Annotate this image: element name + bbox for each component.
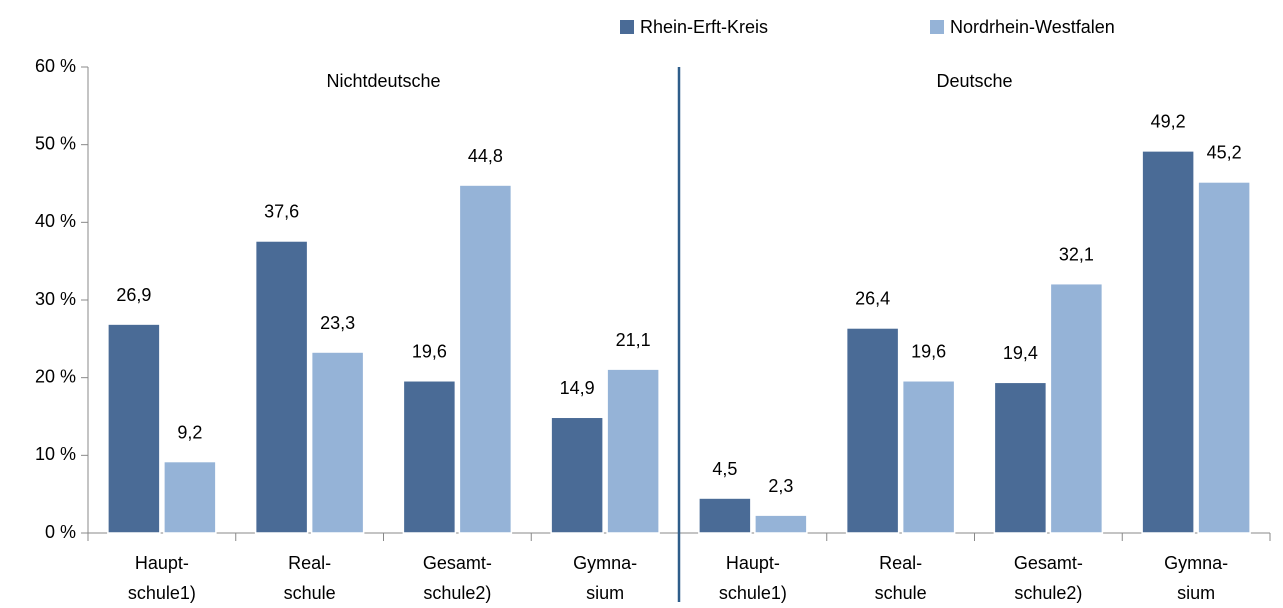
bar	[402, 380, 457, 534]
x-tick-label: Haupt-	[726, 553, 780, 573]
bar	[550, 416, 604, 534]
x-tick-label: schule2)	[423, 583, 491, 603]
value-label: 19,4	[1003, 343, 1038, 363]
x-tick-label: Gymna-	[573, 553, 637, 573]
x-tick-label: Real-	[288, 553, 331, 573]
bar	[1141, 150, 1195, 534]
bar	[310, 351, 365, 534]
x-tick-label: sium	[1177, 583, 1215, 603]
value-label: 9,2	[177, 422, 202, 442]
bar	[754, 514, 808, 534]
y-tick-label: 10 %	[35, 444, 76, 464]
x-tick-label: Real-	[879, 553, 922, 573]
group-label: Deutsche	[936, 71, 1012, 91]
value-label: 49,2	[1151, 112, 1186, 132]
value-label: 32,1	[1059, 244, 1094, 264]
bar	[458, 184, 513, 534]
y-tick-label: 40 %	[35, 211, 76, 231]
bar	[993, 381, 1048, 534]
y-tick-label: 50 %	[35, 133, 76, 153]
x-tick-label: Gesamt-	[423, 553, 492, 573]
bar	[845, 327, 900, 534]
x-tick-label: Gesamt-	[1014, 553, 1083, 573]
x-tick-label: schule2)	[1014, 583, 1082, 603]
legend-swatch	[930, 20, 944, 34]
x-tick-label: Haupt-	[135, 553, 189, 573]
y-tick-label: 20 %	[35, 366, 76, 386]
x-tick-label: sium	[586, 583, 624, 603]
x-tick-label: schule1)	[719, 583, 787, 603]
y-tick-label: 30 %	[35, 289, 76, 309]
x-tick-label: schule	[284, 583, 336, 603]
value-label: 45,2	[1207, 143, 1242, 163]
bar	[901, 380, 956, 534]
bar	[1049, 282, 1104, 534]
group-label: Nichtdeutsche	[326, 71, 440, 91]
value-label: 19,6	[911, 342, 946, 362]
value-label: 21,1	[616, 330, 651, 350]
value-label: 4,5	[712, 459, 737, 479]
x-tick-label: schule	[875, 583, 927, 603]
x-tick-label: Gymna-	[1164, 553, 1228, 573]
legend-label: Rhein-Erft-Kreis	[640, 17, 768, 37]
legend-swatch	[620, 20, 634, 34]
value-label: 19,6	[412, 342, 447, 362]
value-label: 23,3	[320, 313, 355, 333]
legend-label: Nordrhein-Westfalen	[950, 17, 1115, 37]
bar	[254, 240, 309, 534]
value-label: 37,6	[264, 202, 299, 222]
bar	[698, 497, 752, 534]
value-label: 44,8	[468, 146, 503, 166]
value-label: 14,9	[560, 378, 595, 398]
x-tick-label: schule1)	[128, 583, 196, 603]
bar	[606, 368, 660, 534]
bar	[163, 460, 217, 534]
value-label: 2,3	[768, 476, 793, 496]
y-tick-label: 0 %	[45, 522, 76, 542]
y-tick-label: 60 %	[35, 56, 76, 76]
bar	[107, 323, 161, 534]
bar	[1197, 181, 1251, 534]
value-label: 26,9	[116, 285, 151, 305]
value-label: 26,4	[855, 289, 890, 309]
